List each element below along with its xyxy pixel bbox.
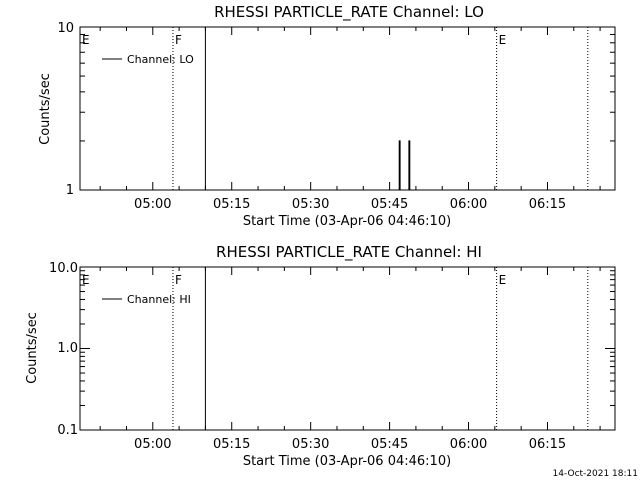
panel-hi-ytick-mid: 1.0 — [57, 341, 78, 356]
panel-hi-xtick-label: 05:00 — [134, 437, 171, 452]
panel-hi-xtick-label: 05:15 — [213, 437, 250, 452]
panel-hi-xtick-label: 06:15 — [529, 437, 566, 452]
footer-timestamp: 14-Oct-2021 18:11 — [553, 469, 638, 479]
panel-lo-event-label: E — [499, 33, 507, 47]
panel-lo-series-line — [204, 27, 411, 191]
panel-hi-event-label: E — [82, 273, 90, 287]
panel-lo-xtick-label: 05:45 — [371, 197, 408, 212]
panel-lo-ylabel: Counts/sec — [38, 73, 53, 145]
panel-lo-dynamic: 05:00 05:15 05:30 05:45 06:00 06:15 E F E — [80, 26, 615, 212]
panel-hi-dynamic: 05:00 05:15 05:30 05:45 06:00 06:15 E F E — [80, 266, 615, 452]
panel-hi-event-label: F — [175, 273, 182, 287]
panel-lo-ytick-bottom: 1 — [66, 183, 74, 198]
panel-lo-xtick-label: 05:15 — [213, 197, 250, 212]
panel-hi: RHESSI PARTICLE_RATE Channel: HI 05:00 05… — [25, 243, 616, 469]
panel-lo-xtick-label: 06:00 — [450, 197, 487, 212]
panel-hi-xtick-label: 05:30 — [292, 437, 329, 452]
panel-hi-xtick-label: 06:00 — [450, 437, 487, 452]
panel-hi-ytick-top: 10.0 — [49, 261, 78, 276]
panel-lo-event-label: E — [82, 33, 90, 47]
panel-lo-title: RHESSI PARTICLE_RATE Channel: LO — [214, 3, 484, 22]
panel-lo-xtick-label: 06:15 — [529, 197, 566, 212]
panel-hi-event-label: E — [499, 273, 507, 287]
panel-hi-xlabel: Start Time (03-Apr-06 04:46:10) — [243, 454, 451, 469]
panel-hi-title: RHESSI PARTICLE_RATE Channel: HI — [216, 243, 482, 262]
panel-lo-event-label: F — [175, 33, 182, 47]
panel-hi-legend-label: Channel: HI — [127, 293, 191, 306]
panel-lo-ytick-top: 10 — [57, 21, 74, 36]
panel-lo-legend-label: Channel: LO — [127, 53, 194, 66]
panel-lo-xlabel: Start Time (03-Apr-06 04:46:10) — [243, 214, 451, 229]
panel-hi-ytick-bottom: 0.1 — [57, 423, 78, 438]
panel-lo-xtick-label: 05:30 — [292, 197, 329, 212]
panel-hi-ylabel: Counts/sec — [25, 312, 40, 384]
panel-lo-xtick-label: 05:00 — [134, 197, 171, 212]
panel-hi-xtick-label: 05:45 — [371, 437, 408, 452]
panel-lo: RHESSI PARTICLE_RATE Channel: LO 05:00 05… — [38, 3, 616, 229]
